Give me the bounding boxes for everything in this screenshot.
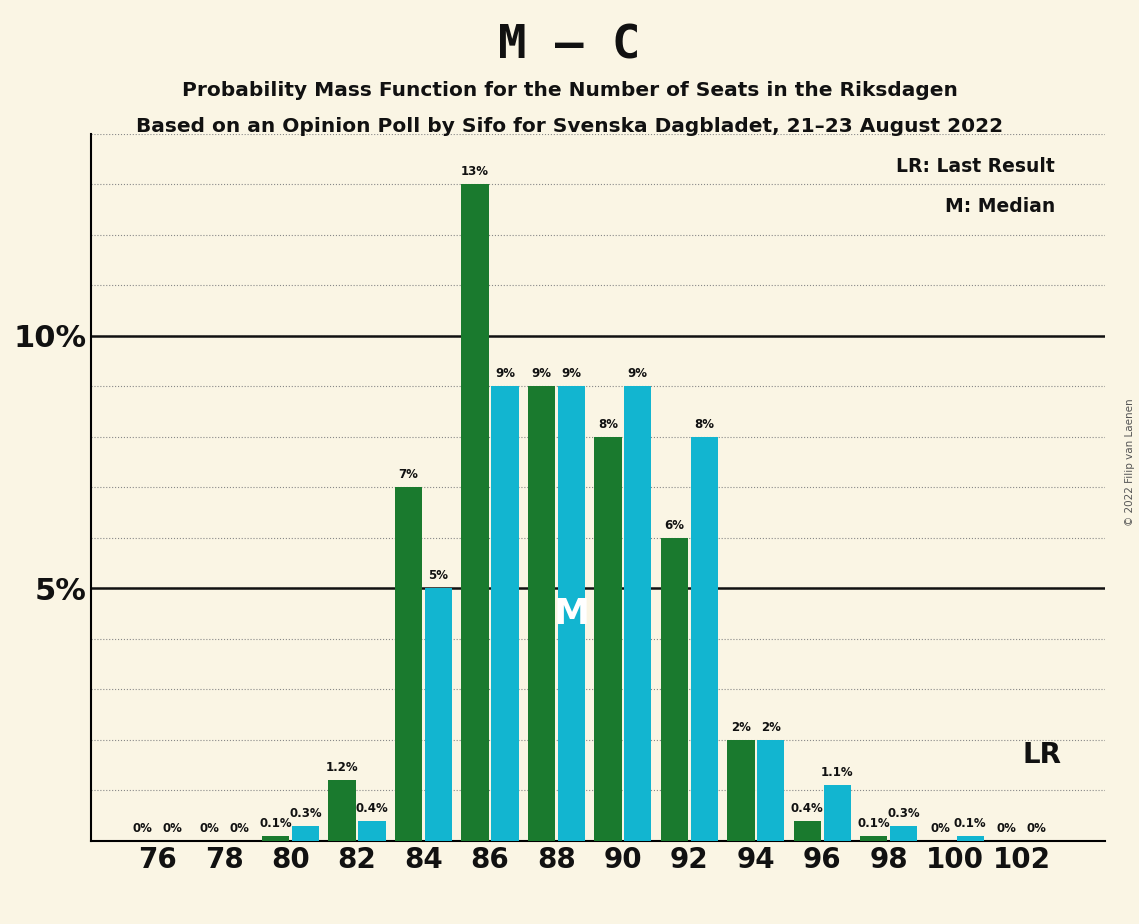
Bar: [823, 785, 851, 841]
Text: 7%: 7%: [399, 468, 418, 481]
Text: 0.3%: 0.3%: [289, 807, 322, 820]
Text: 0.4%: 0.4%: [790, 802, 823, 815]
Bar: [328, 780, 355, 841]
Text: 0.4%: 0.4%: [355, 802, 388, 815]
Bar: [728, 740, 754, 841]
Text: 0.1%: 0.1%: [858, 817, 891, 830]
Bar: [461, 185, 489, 841]
Text: © 2022 Filip van Laenen: © 2022 Filip van Laenen: [1125, 398, 1134, 526]
Bar: [860, 836, 887, 841]
Text: 0.1%: 0.1%: [260, 817, 292, 830]
Bar: [957, 836, 984, 841]
Bar: [527, 386, 555, 841]
Text: Probability Mass Function for the Number of Seats in the Riksdagen: Probability Mass Function for the Number…: [181, 81, 958, 101]
Bar: [794, 821, 821, 841]
Text: 0%: 0%: [163, 821, 182, 834]
Bar: [558, 386, 585, 841]
Text: 9%: 9%: [532, 368, 551, 381]
Text: Based on an Opinion Poll by Sifo for Svenska Dagbladet, 21–23 August 2022: Based on an Opinion Poll by Sifo for Sve…: [136, 117, 1003, 137]
Text: 0%: 0%: [229, 821, 249, 834]
Text: M: M: [554, 597, 589, 631]
Text: 5%: 5%: [428, 569, 449, 582]
Text: 0%: 0%: [199, 821, 219, 834]
Text: 13%: 13%: [461, 165, 489, 178]
Bar: [292, 826, 319, 841]
Text: 9%: 9%: [495, 368, 515, 381]
Bar: [661, 538, 688, 841]
Bar: [595, 437, 622, 841]
Text: 8%: 8%: [598, 418, 618, 431]
Text: 0%: 0%: [133, 821, 153, 834]
Bar: [890, 826, 917, 841]
Text: 0.3%: 0.3%: [887, 807, 920, 820]
Text: 1.2%: 1.2%: [326, 761, 359, 774]
Bar: [395, 488, 423, 841]
Text: 0.1%: 0.1%: [953, 817, 986, 830]
Text: 2%: 2%: [731, 721, 751, 734]
Bar: [359, 821, 386, 841]
Text: 2%: 2%: [761, 721, 780, 734]
Bar: [262, 836, 289, 841]
Bar: [757, 740, 785, 841]
Text: 0%: 0%: [997, 821, 1017, 834]
Text: 1.1%: 1.1%: [821, 766, 853, 779]
Text: 8%: 8%: [695, 418, 714, 431]
Bar: [690, 437, 718, 841]
Text: M – C: M – C: [498, 23, 641, 68]
Text: M: Median: M: Median: [944, 197, 1055, 216]
Text: LR: LR: [1023, 741, 1062, 769]
Text: LR: Last Result: LR: Last Result: [896, 157, 1055, 176]
Text: 9%: 9%: [628, 368, 648, 381]
Bar: [624, 386, 652, 841]
Bar: [491, 386, 518, 841]
Bar: [425, 589, 452, 841]
Text: 0%: 0%: [1026, 821, 1047, 834]
Text: 0%: 0%: [931, 821, 950, 834]
Text: 9%: 9%: [562, 368, 581, 381]
Text: 6%: 6%: [664, 519, 685, 532]
